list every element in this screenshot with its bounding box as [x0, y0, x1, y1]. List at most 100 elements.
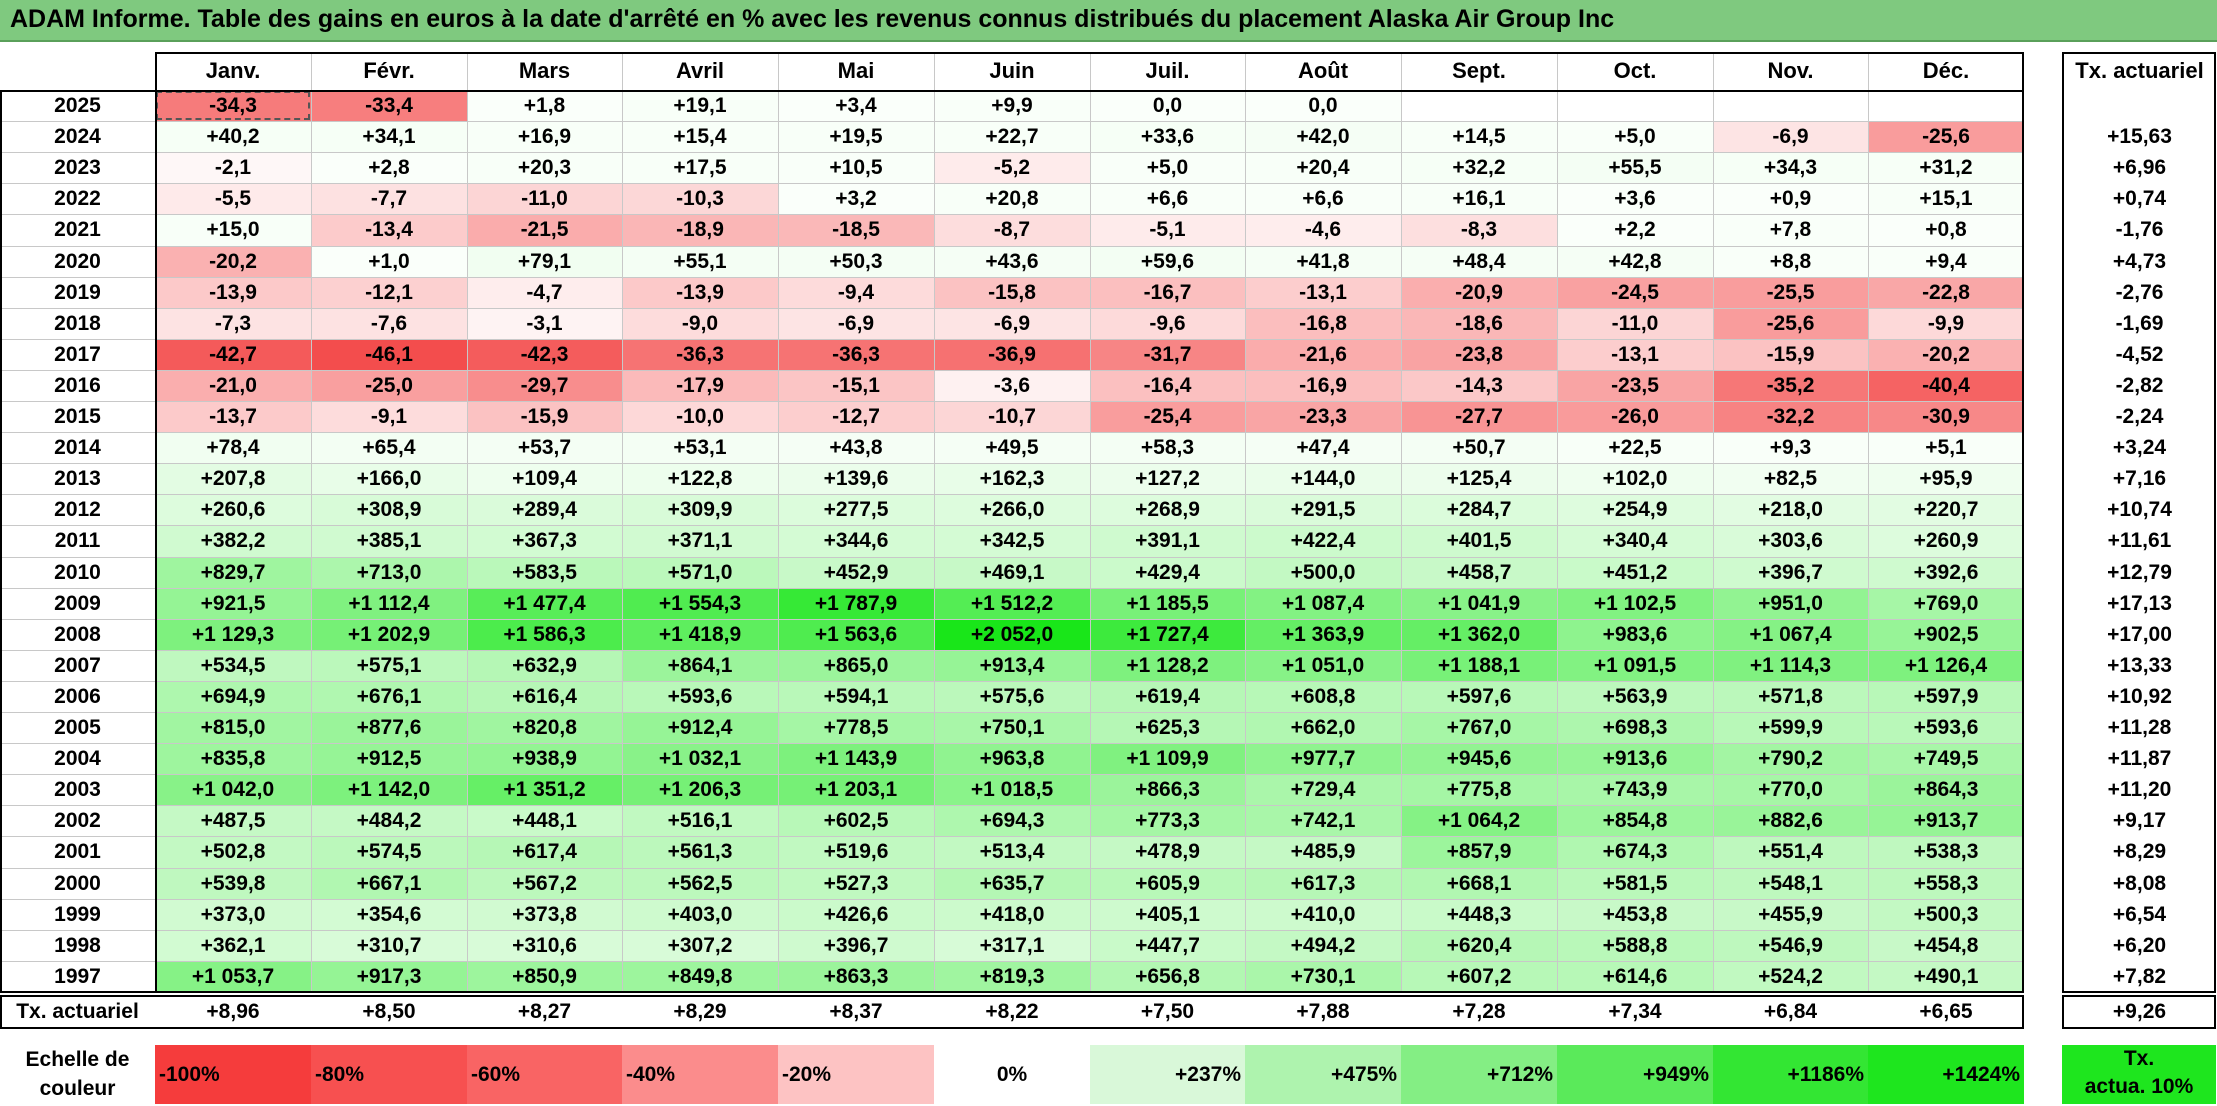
year-label[interactable]: 2007: [54, 653, 101, 677]
table-cell[interactable]: +770,0: [1713, 774, 1868, 805]
table-cell[interactable]: +303,6: [1713, 525, 1868, 557]
table-cell[interactable]: +396,7: [778, 930, 934, 961]
month-header[interactable]: Nov.: [1767, 57, 1814, 83]
table-cell[interactable]: +815,0: [155, 712, 311, 743]
table-cell[interactable]: -22,8: [1868, 277, 2024, 308]
table-cell[interactable]: +632,9: [467, 650, 622, 681]
table-cell[interactable]: -15,9: [1713, 339, 1868, 370]
table-cell[interactable]: +20,4: [1245, 152, 1401, 183]
table-cell[interactable]: +3,2: [778, 183, 934, 214]
footer-cell[interactable]: +6,65: [1919, 1000, 1973, 1023]
month-header[interactable]: Oct.: [1613, 57, 1657, 83]
table-cell[interactable]: +945,6: [1401, 743, 1557, 774]
table-cell[interactable]: +354,6: [311, 899, 467, 930]
table-cell[interactable]: -15,1: [778, 370, 934, 401]
table-cell[interactable]: +310,7: [311, 930, 467, 961]
table-cell[interactable]: +1 563,6: [778, 619, 934, 650]
table-cell[interactable]: +562,5: [622, 868, 778, 899]
month-header[interactable]: Janv.: [205, 57, 261, 83]
table-cell[interactable]: -13,9: [622, 277, 778, 308]
table-cell[interactable]: +698,3: [1557, 712, 1713, 743]
table-cell[interactable]: +268,9: [1090, 494, 1245, 525]
table-cell[interactable]: +635,7: [934, 868, 1090, 899]
footer-cell[interactable]: +7,50: [1140, 1000, 1195, 1023]
table-cell[interactable]: +912,5: [311, 743, 467, 774]
table-cell[interactable]: +850,9: [467, 961, 622, 992]
table-cell[interactable]: +308,9: [311, 494, 467, 525]
table-cell[interactable]: +48,4: [1401, 246, 1557, 277]
table-cell[interactable]: -11,0: [467, 183, 622, 214]
table-cell[interactable]: +139,6: [778, 463, 934, 494]
month-header[interactable]: Juin: [989, 57, 1035, 83]
table-cell[interactable]: +340,4: [1557, 525, 1713, 557]
table-cell[interactable]: +43,8: [778, 432, 934, 463]
table-cell[interactable]: +49,5: [934, 432, 1090, 463]
table-cell[interactable]: +656,8: [1090, 961, 1245, 992]
table-cell[interactable]: +53,7: [467, 432, 622, 463]
table-cell[interactable]: +767,0: [1401, 712, 1557, 743]
table-cell[interactable]: +373,0: [155, 899, 311, 930]
table-cell[interactable]: -9,4: [778, 277, 934, 308]
year-label[interactable]: 2014: [54, 435, 101, 459]
table-cell[interactable]: +913,4: [934, 650, 1090, 681]
table-cell[interactable]: +410,0: [1245, 899, 1401, 930]
month-header[interactable]: Févr.: [363, 57, 415, 83]
month-header[interactable]: Avril: [675, 57, 725, 83]
table-cell[interactable]: +1 362,0: [1401, 619, 1557, 650]
table-cell[interactable]: +662,0: [1245, 712, 1401, 743]
table-cell[interactable]: +9,3: [1713, 432, 1868, 463]
table-cell[interactable]: +599,9: [1713, 712, 1868, 743]
table-cell[interactable]: +484,2: [311, 805, 467, 836]
table-cell[interactable]: +524,2: [1713, 961, 1868, 992]
table-cell[interactable]: +16,1: [1401, 183, 1557, 214]
table-cell[interactable]: +34,1: [311, 121, 467, 152]
table-cell[interactable]: [1401, 90, 1557, 121]
table-cell[interactable]: +422,4: [1245, 525, 1401, 557]
table-cell[interactable]: +382,2: [155, 525, 311, 557]
table-cell[interactable]: +310,6: [467, 930, 622, 961]
table-cell[interactable]: -3,6: [934, 370, 1090, 401]
rate-cell[interactable]: +17,00: [2107, 622, 2172, 646]
table-cell[interactable]: +1 112,4: [311, 588, 467, 619]
table-cell[interactable]: -42,3: [467, 339, 622, 370]
table-cell[interactable]: +1 363,9: [1245, 619, 1401, 650]
table-cell[interactable]: +597,6: [1401, 681, 1557, 712]
table-cell[interactable]: +1 418,9: [622, 619, 778, 650]
table-cell[interactable]: +289,4: [467, 494, 622, 525]
table-cell[interactable]: +9,4: [1868, 246, 2024, 277]
table-cell[interactable]: +405,1: [1090, 899, 1245, 930]
table-cell[interactable]: +983,6: [1557, 619, 1713, 650]
table-cell[interactable]: +563,9: [1557, 681, 1713, 712]
table-cell[interactable]: +1,0: [311, 246, 467, 277]
table-cell[interactable]: +453,8: [1557, 899, 1713, 930]
table-cell[interactable]: +15,1: [1868, 183, 2024, 214]
table-cell[interactable]: +1 143,9: [778, 743, 934, 774]
table-cell[interactable]: +144,0: [1245, 463, 1401, 494]
table-cell[interactable]: -10,7: [934, 401, 1090, 432]
rate-cell[interactable]: +7,82: [2112, 964, 2167, 988]
table-cell[interactable]: +588,8: [1557, 930, 1713, 961]
table-cell[interactable]: [1868, 90, 2024, 121]
table-cell[interactable]: -20,2: [155, 246, 311, 277]
rate-cell[interactable]: +10,92: [2107, 684, 2172, 708]
rate-cell[interactable]: +15,63: [2107, 124, 2172, 148]
table-cell[interactable]: +50,7: [1401, 432, 1557, 463]
table-cell[interactable]: +1 087,4: [1245, 588, 1401, 619]
table-cell[interactable]: -29,7: [467, 370, 622, 401]
table-cell[interactable]: +668,1: [1401, 868, 1557, 899]
table-cell[interactable]: +401,5: [1401, 525, 1557, 557]
table-cell[interactable]: +22,5: [1557, 432, 1713, 463]
table-cell[interactable]: +676,1: [311, 681, 467, 712]
table-cell[interactable]: +2,2: [1557, 214, 1713, 246]
footer-cell[interactable]: +8,22: [985, 1000, 1039, 1023]
table-cell[interactable]: +593,6: [1868, 712, 2024, 743]
year-label[interactable]: 2016: [54, 373, 101, 397]
rate-cell[interactable]: +8,08: [2112, 871, 2167, 895]
table-cell[interactable]: +1 185,5: [1090, 588, 1245, 619]
rate-cell[interactable]: +4,73: [2112, 249, 2167, 273]
table-cell[interactable]: +41,8: [1245, 246, 1401, 277]
table-cell[interactable]: +620,4: [1401, 930, 1557, 961]
table-cell[interactable]: +9,9: [934, 90, 1090, 121]
table-cell[interactable]: +921,5: [155, 588, 311, 619]
table-cell[interactable]: +32,2: [1401, 152, 1557, 183]
